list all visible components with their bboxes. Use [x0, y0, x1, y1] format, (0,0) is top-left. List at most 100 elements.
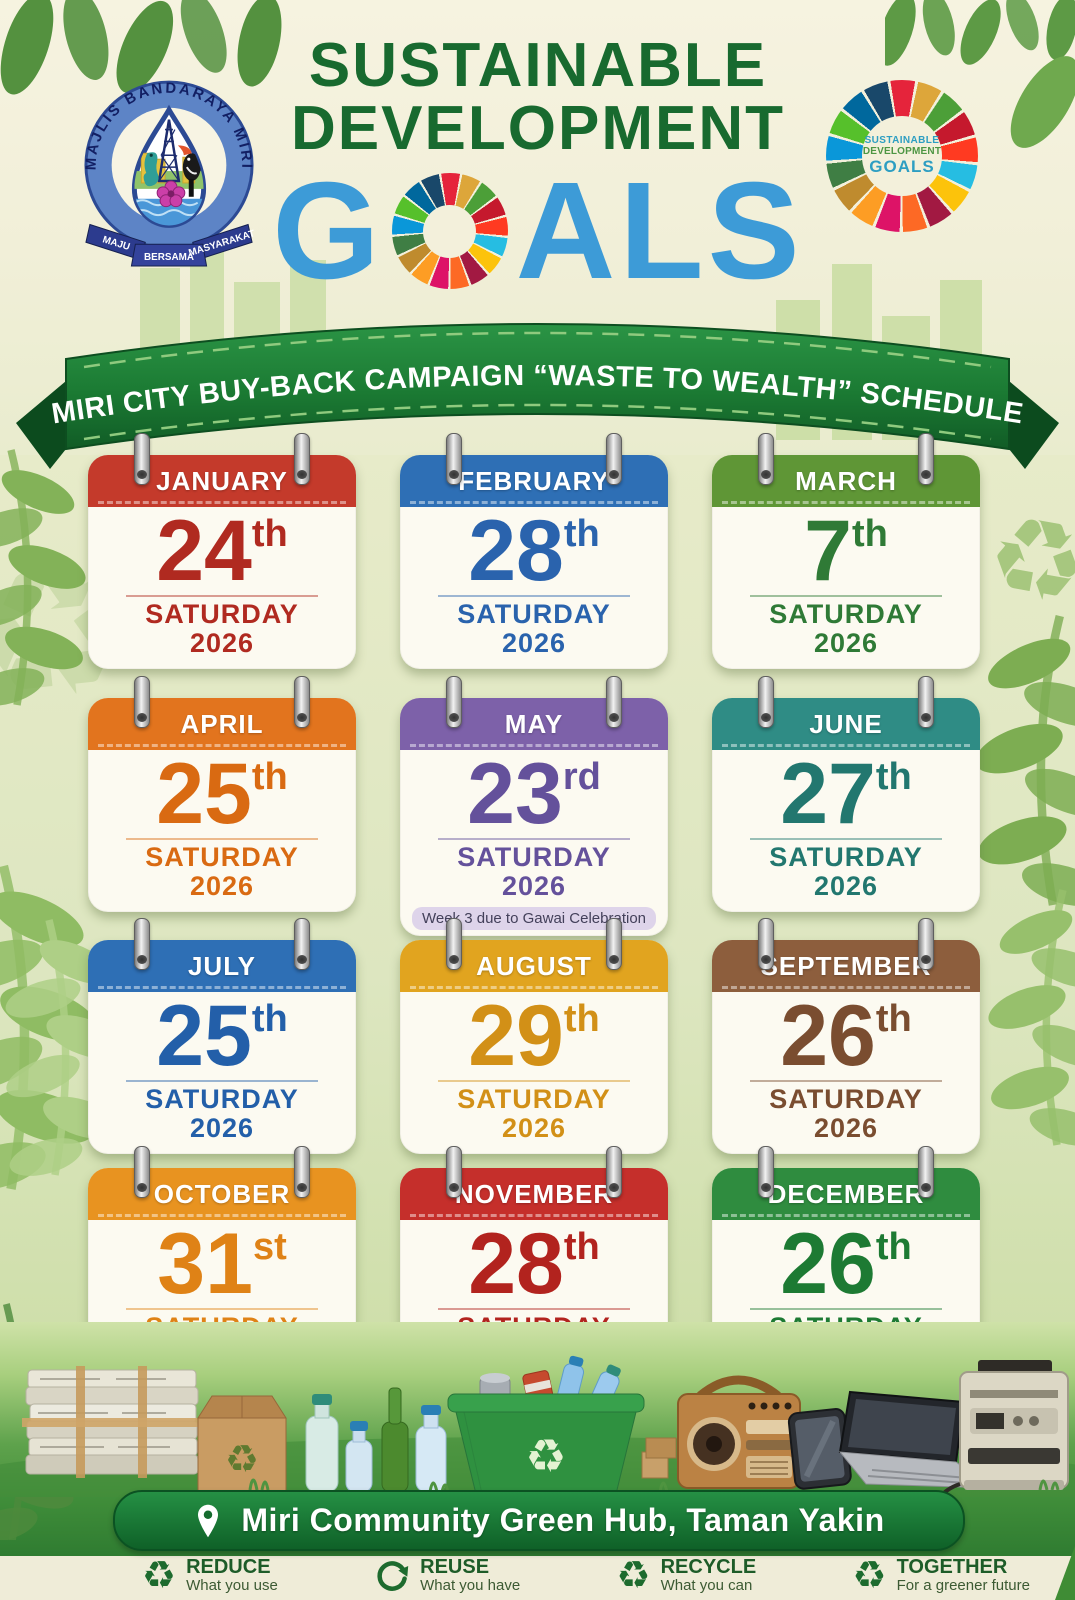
binder-ring-icon: [294, 676, 311, 728]
date-display: 23 rd: [400, 751, 668, 837]
day-number: 28: [468, 503, 564, 599]
year-label: 2026: [189, 627, 255, 658]
day-ordinal: th: [563, 1226, 600, 1268]
day-number: 7: [804, 503, 852, 599]
footer-label: RECYCLE: [660, 1555, 757, 1578]
recycle-icon: ♻: [852, 1553, 887, 1597]
date-display: 25 th: [88, 746, 356, 842]
day-number: 28: [468, 1216, 564, 1312]
footer-sublabel: What you have: [420, 1576, 521, 1594]
goals-letters-rest: ALS: [515, 154, 804, 309]
ribbon-banner: MIRI CITY BUY-BACK CAMPAIGN “WASTE TO WE…: [16, 323, 1059, 469]
month-header: DECEMBER: [712, 1168, 980, 1220]
calendar-row: OCTOBER 31 st SATURDAY 2026 NOVEMBER 28 …: [88, 1146, 980, 1382]
weekday-label: SATURDAY: [457, 598, 611, 629]
month-name: APRIL: [180, 708, 264, 739]
month-note: Week 3 due to Gawai Celebration: [412, 907, 656, 930]
month-card: APRIL 25 th SATURDAY 2026: [88, 676, 356, 912]
month-header: MARCH: [712, 455, 980, 507]
date-display: 25 th: [88, 988, 356, 1084]
location-bar: Miri Community Green Hub, Taman Yakin: [113, 1490, 965, 1551]
month-name: JUNE: [809, 708, 883, 739]
binder-ring-icon: [133, 1146, 150, 1198]
month-name: AUGUST: [476, 950, 592, 981]
divider: [749, 837, 943, 840]
month-name: OCTOBER: [153, 1178, 291, 1209]
divider: [125, 1079, 319, 1082]
weekday-label: SATURDAY: [457, 841, 611, 872]
divider: [749, 1079, 943, 1082]
weekday-label: SATURDAY: [457, 1083, 611, 1114]
day-ordinal: th: [875, 1226, 912, 1268]
year-label: 2026: [501, 870, 567, 901]
binder-ring-icon: [606, 1146, 623, 1198]
footer-item: ♻ REDUCE What you use: [142, 1556, 278, 1595]
day-ordinal: th: [875, 756, 912, 798]
poster-title: SUSTAINABLE DEVELOPMENT G ALS: [258, 31, 818, 309]
mbm-emblem-art: [134, 119, 204, 226]
weekday-label: SATURDAY: [145, 1083, 299, 1114]
radio: [677, 1375, 801, 1489]
year-label: 2026: [501, 1112, 567, 1143]
sdg-logo-line3: GOALS: [869, 156, 935, 176]
weekday-label: SATURDAY: [769, 598, 923, 629]
divider: [125, 837, 319, 840]
binder-ring-icon: [445, 433, 462, 485]
divider: [125, 1307, 319, 1310]
divider: [125, 594, 319, 597]
weekday-label: SATURDAY: [769, 1083, 923, 1114]
day-number: 25: [156, 988, 252, 1084]
month-name: MARCH: [795, 465, 897, 496]
calendar-row: JULY 25 th SATURDAY 2026 AUGUST 29 th SA…: [88, 918, 980, 1154]
sdg-goals-logo: SUSTAINABLE DEVELOPMENT GOALS: [826, 80, 978, 232]
month-card: SEPTEMBER 26 th SATURDAY 2026: [712, 918, 980, 1154]
month-name: SEPTEMBER: [760, 950, 932, 981]
date-display: 27 th: [712, 751, 980, 837]
day-number: 24: [156, 503, 252, 599]
plastic-bottles: [305, 1387, 447, 1493]
month-name: NOVEMBER: [454, 1178, 614, 1209]
reuse-icon: [377, 1561, 409, 1591]
binder-ring-icon: [757, 433, 774, 485]
recycle-bin: ♻: [447, 1355, 645, 1495]
day-number: 25: [156, 746, 252, 842]
footer: ♻ REDUCE What you use REUSE What you hav…: [0, 1552, 1075, 1598]
divider: [437, 1307, 631, 1310]
month-header: APRIL: [88, 698, 356, 750]
month-header: JANUARY: [88, 455, 356, 507]
day-ordinal: th: [563, 513, 600, 555]
month-name: FEBRUARY: [458, 465, 610, 496]
binder-ring-icon: [606, 918, 623, 970]
binder-ring-icon: [757, 918, 774, 970]
title-line-1: SUSTAINABLE: [308, 31, 768, 100]
month-card: MARCH 7 th SATURDAY 2026: [712, 433, 980, 669]
title-line-2: DEVELOPMENT: [291, 94, 785, 164]
divider: [437, 594, 631, 597]
day-ordinal: th: [563, 998, 600, 1040]
recycle-icon: ♻: [616, 1553, 651, 1597]
month-header: SEPTEMBER: [712, 940, 980, 992]
day-ordinal: th: [251, 756, 288, 798]
month-header: JUNE: [712, 698, 980, 750]
weekday-label: SATURDAY: [145, 598, 299, 629]
binder-ring-icon: [757, 1146, 774, 1198]
footer-item: REUSE What you have: [374, 1556, 520, 1595]
day-ordinal: th: [251, 513, 288, 555]
month-name: JANUARY: [156, 465, 288, 496]
year-label: 2026: [189, 1112, 255, 1143]
year-label: 2026: [813, 870, 879, 901]
binder-ring-icon: [445, 918, 462, 970]
date-display: 7 th: [712, 503, 980, 599]
sdg-wheel-icon: [391, 173, 508, 290]
month-header: AUGUST: [400, 940, 668, 992]
calendar-row: JANUARY 24 th SATURDAY 2026 FEBRUARY 28 …: [88, 433, 980, 669]
binder-ring-icon: [918, 918, 935, 970]
date-display: 24 th: [88, 503, 356, 599]
date-display: 26 th: [712, 993, 980, 1079]
divider: [749, 1307, 943, 1310]
recycle-icon: ♻: [142, 1553, 177, 1597]
day-ordinal: rd: [562, 756, 601, 798]
footer-sublabel: What you can: [660, 1576, 753, 1594]
smartphone: [787, 1408, 852, 1490]
day-ordinal: st: [252, 1226, 287, 1268]
